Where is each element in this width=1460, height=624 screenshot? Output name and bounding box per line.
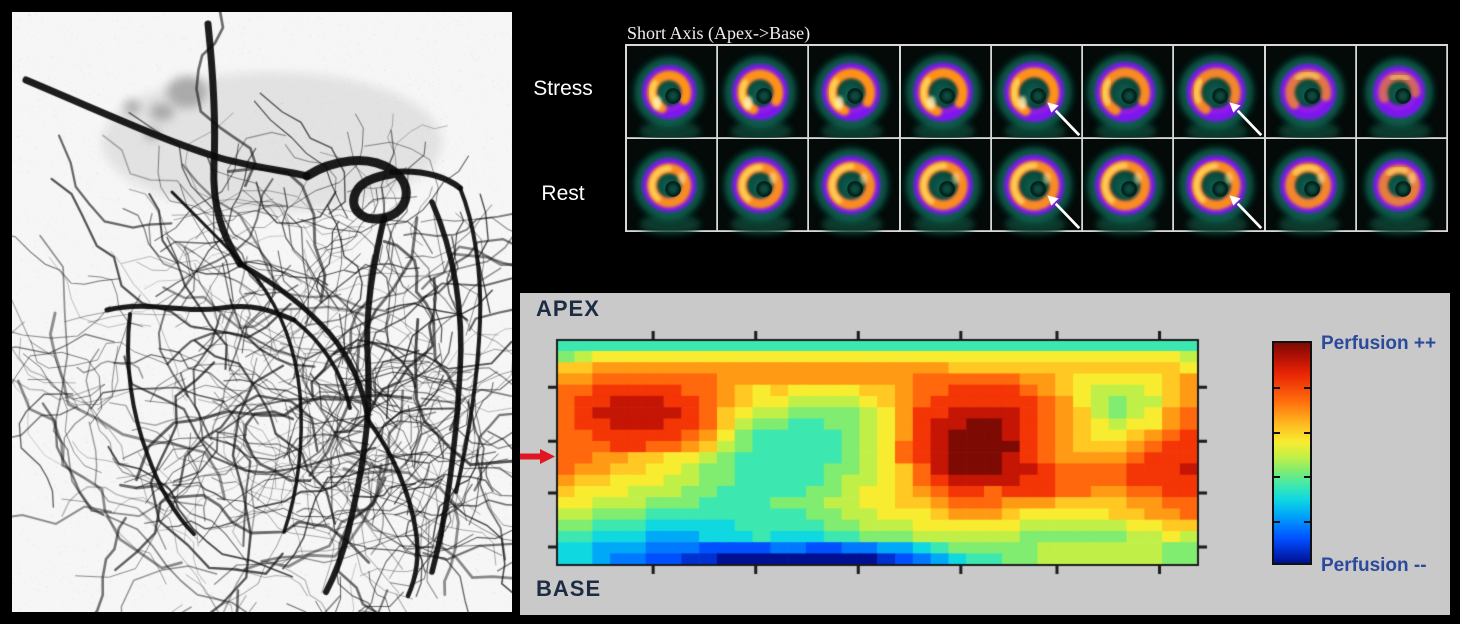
spect-cell bbox=[990, 45, 1083, 143]
spect-cell bbox=[1082, 45, 1174, 143]
spect-slice bbox=[900, 139, 990, 236]
spect-cell bbox=[717, 45, 809, 143]
colorbar-tick bbox=[1274, 476, 1280, 479]
spect-slice bbox=[991, 46, 1082, 143]
spect-slice bbox=[1174, 46, 1264, 143]
colorbar-tick bbox=[1274, 386, 1280, 389]
spect-cell bbox=[717, 138, 809, 236]
spect-slice bbox=[627, 46, 717, 143]
colorbar-tick bbox=[1274, 431, 1280, 434]
colorbar-tick bbox=[1304, 521, 1310, 524]
spect-cell bbox=[899, 138, 991, 236]
spect-grid bbox=[625, 44, 1448, 236]
spect-cell bbox=[1082, 138, 1174, 236]
spect-slice bbox=[991, 139, 1082, 236]
colorbar-min-label: Perfusion -- bbox=[1321, 555, 1427, 576]
apex-label: APEX bbox=[536, 296, 600, 321]
spect-slice bbox=[809, 139, 899, 236]
defect-arrow-icon bbox=[1047, 195, 1081, 230]
spect-cell bbox=[1173, 45, 1265, 143]
spect-slice bbox=[1356, 139, 1446, 236]
spect-slice bbox=[1083, 46, 1173, 143]
spect-slice bbox=[718, 46, 808, 143]
spect-cell bbox=[626, 45, 718, 143]
rest-row-label: Rest bbox=[541, 182, 585, 205]
spect-cell bbox=[1264, 138, 1356, 236]
colorbar-tick bbox=[1304, 431, 1310, 434]
spect-slice bbox=[1356, 46, 1446, 143]
defect-arrow-icon bbox=[1229, 195, 1263, 230]
spect-slice bbox=[1083, 139, 1173, 236]
colorbar-tick bbox=[1274, 521, 1280, 524]
spect-slice bbox=[718, 139, 808, 236]
spect-cell bbox=[1173, 138, 1265, 236]
perfusion-colorbar bbox=[1272, 341, 1312, 565]
spect-cell bbox=[1264, 45, 1356, 143]
colorbar-tick bbox=[1304, 386, 1310, 389]
spect-cell bbox=[626, 138, 718, 236]
spect-slice bbox=[900, 46, 990, 143]
spect-cell bbox=[1355, 138, 1447, 236]
spect-slice bbox=[1174, 139, 1264, 236]
stress-row-label: Stress bbox=[533, 77, 593, 100]
spect-cell bbox=[808, 138, 900, 236]
perfusion-heatmap bbox=[541, 324, 1214, 581]
spect-slice bbox=[627, 139, 717, 236]
spect-slice bbox=[1265, 139, 1355, 236]
spect-slice bbox=[809, 46, 899, 143]
spect-cell bbox=[990, 138, 1083, 236]
spect-cell bbox=[808, 45, 900, 143]
spect-cell bbox=[899, 45, 991, 143]
colorbar-max-label: Perfusion ++ bbox=[1321, 333, 1437, 354]
red-pointer-arrow-icon bbox=[520, 449, 555, 464]
perfusion-panel: APEX BASE Perfusion ++ Perfusion -- bbox=[520, 293, 1450, 615]
colorbar-tick bbox=[1304, 476, 1310, 479]
defect-arrow-icon bbox=[1229, 102, 1263, 137]
base-label: BASE bbox=[536, 576, 602, 601]
coronary-angiogram-image bbox=[12, 12, 512, 612]
spect-cell bbox=[1355, 45, 1447, 143]
spect-title: Short Axis (Apex->Base) bbox=[627, 23, 811, 43]
spect-slice bbox=[1265, 46, 1355, 143]
defect-arrow-icon bbox=[1047, 102, 1081, 137]
